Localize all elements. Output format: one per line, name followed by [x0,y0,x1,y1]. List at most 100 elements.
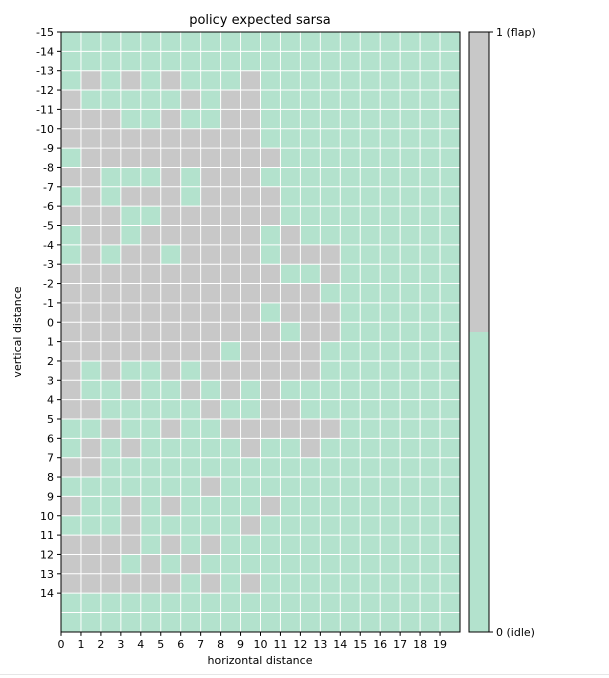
heatmap-cell [400,186,421,207]
heatmap-cell [61,283,82,304]
heatmap-cell [340,496,361,517]
heatmap-cell [300,167,321,188]
y-tick-label: -6 [43,200,54,213]
heatmap-cell [140,90,162,110]
heatmap-cell [120,515,142,536]
heatmap-cell [140,457,162,478]
heatmap-cell [400,244,421,265]
heatmap-cell [340,244,361,265]
heatmap-cell [420,477,441,497]
heatmap-cell [240,32,261,52]
heatmap-cell [380,206,401,226]
heatmap-cell [240,70,261,91]
heatmap-cell [360,322,381,343]
heatmap-cell [420,32,441,52]
heatmap-cell [100,128,122,149]
heatmap-cell [300,186,321,207]
heatmap-cell [300,264,321,285]
heatmap-cell [160,612,182,633]
y-tick-label: -13 [36,65,54,78]
heatmap-cell [380,51,401,72]
heatmap-cell [420,244,441,265]
heatmap-cell [360,535,381,555]
heatmap-cell [160,341,182,362]
heatmap-cell [160,70,182,91]
x-tick-label: 0 [58,638,65,651]
heatmap-cell [240,341,261,362]
heatmap-cell [300,244,321,265]
y-tick-label: 3 [47,374,54,387]
heatmap-cell [320,206,341,226]
heatmap-cell [420,457,441,478]
heatmap-cell [180,128,202,149]
x-tick-label: 16 [373,638,387,651]
heatmap-cell [140,496,162,517]
heatmap-cell [320,244,341,265]
heatmap-cell [320,264,341,285]
heatmap-cell [220,419,242,439]
heatmap-cells [61,32,461,633]
heatmap-cell [80,51,102,72]
heatmap-cell [320,283,341,304]
heatmap-cell [320,109,341,130]
y-tick-label: -9 [43,142,54,155]
heatmap-cell [320,225,341,246]
y-tick-label: -14 [36,45,54,58]
heatmap-cell [220,32,242,52]
heatmap-cell [420,264,441,285]
heatmap-cell [340,186,361,207]
heatmap-cell [140,32,162,52]
heatmap-cell [400,225,421,246]
heatmap-cell [320,438,341,459]
heatmap-cell [140,128,162,149]
x-tick-label: 17 [393,638,407,651]
heatmap-cell [160,90,182,110]
heatmap-cell [80,535,102,555]
heatmap-cell [200,593,222,613]
colorbar-flap-segment [469,32,489,332]
heatmap-cell [360,360,381,381]
heatmap-cell [240,148,261,168]
heatmap-cell [340,399,361,420]
heatmap-cell [160,264,182,285]
heatmap-cell [200,515,222,536]
heatmap-cell [100,341,122,362]
y-tick-label: 0 [47,316,54,329]
heatmap-cell [320,148,341,168]
heatmap-cell [400,360,421,381]
heatmap-cell [400,264,421,285]
heatmap-cell [300,457,321,478]
heatmap-cell [120,283,142,304]
heatmap-cell [140,70,162,91]
heatmap-cell [440,70,461,91]
heatmap-cell [120,341,142,362]
heatmap-cell [180,380,202,401]
heatmap-cell [80,90,102,110]
heatmap-cell [340,302,361,323]
heatmap-cell [120,380,142,401]
heatmap-cell [220,128,242,149]
heatmap-cell [80,264,102,285]
heatmap-cell [300,206,321,226]
heatmap-cell [160,32,182,52]
heatmap-cell [360,554,381,575]
heatmap-cell [200,225,222,246]
heatmap-cell [120,225,142,246]
heatmap-cell [180,148,202,168]
heatmap-cell [120,322,142,343]
heatmap-cell [160,360,182,381]
heatmap-cell [420,515,441,536]
heatmap-cell [280,32,301,52]
heatmap-cell [320,380,341,401]
heatmap-cell [140,612,162,633]
heatmap-cell [61,225,82,246]
heatmap-cell [360,477,381,497]
heatmap-cell [380,244,401,265]
x-tick-label: 12 [293,638,307,651]
heatmap-cell [260,419,281,439]
heatmap-cell [220,70,242,91]
heatmap-cell [200,186,222,207]
heatmap-cell [160,283,182,304]
heatmap-cell [340,283,361,304]
heatmap-cell [380,593,401,613]
